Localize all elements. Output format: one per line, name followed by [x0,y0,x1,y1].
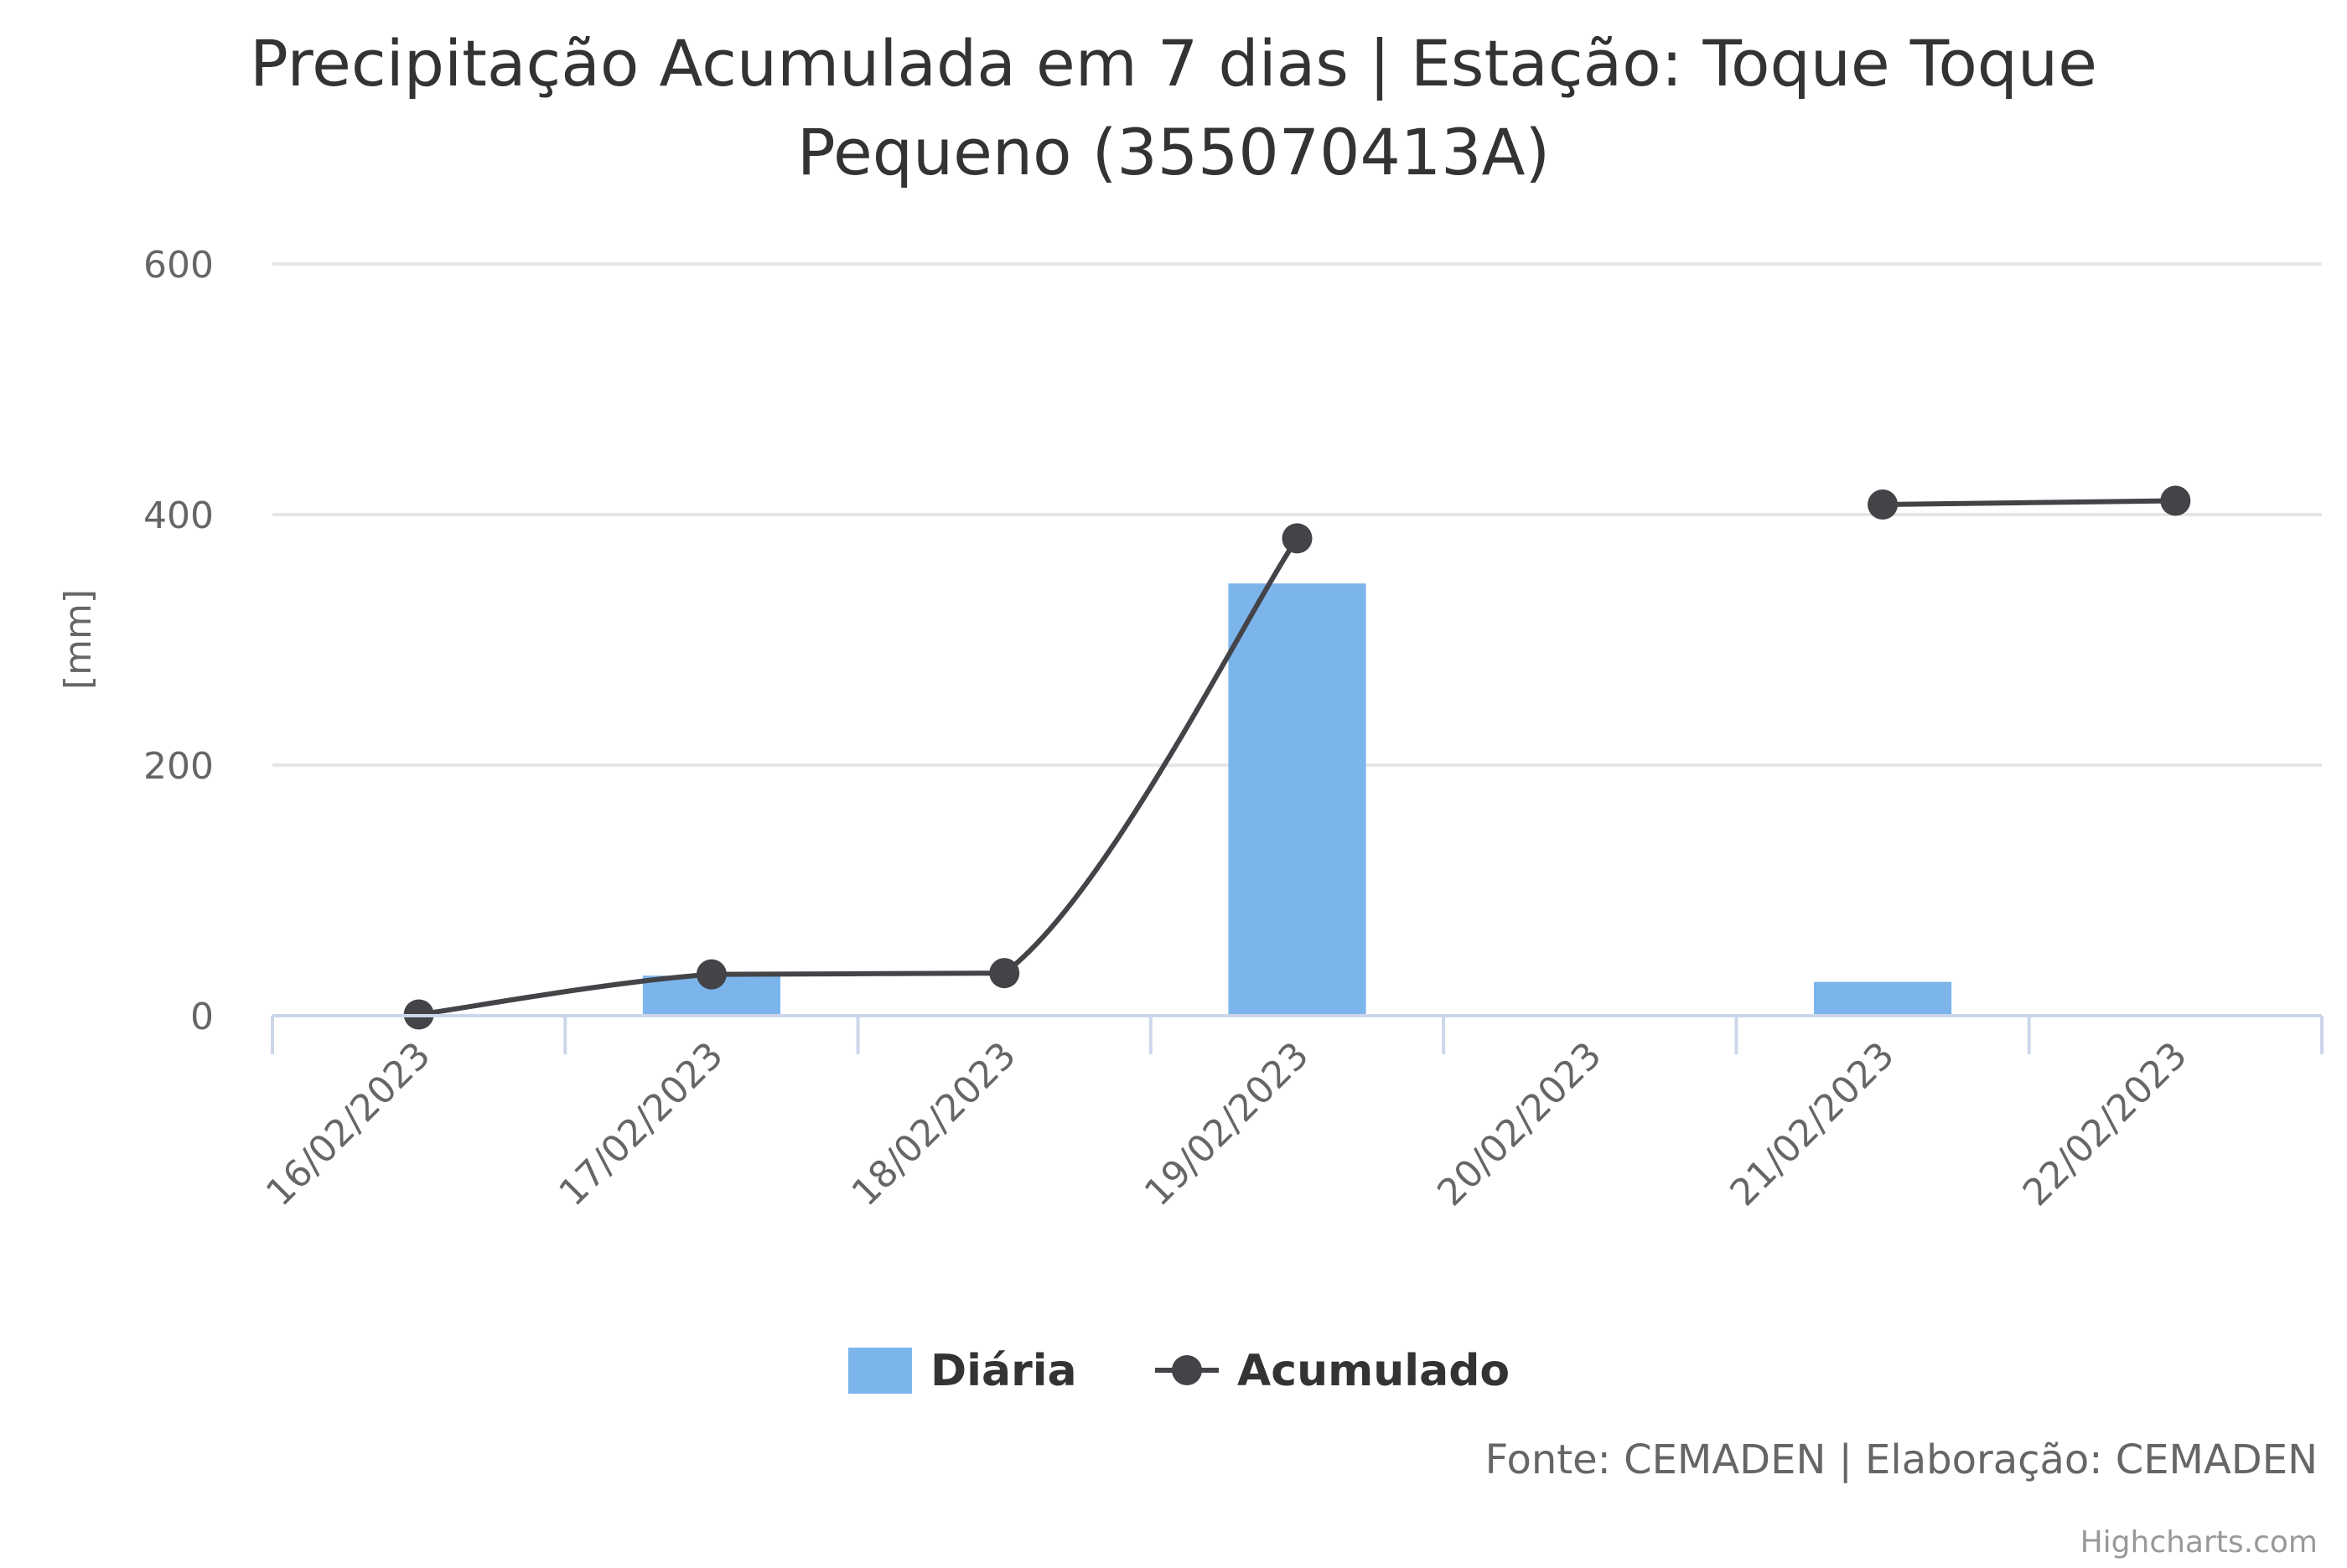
x-tick-label-16/02/2023: 16/02/2023 [258,1034,438,1214]
chart-title-line-2: Pequeno (355070413A) [797,115,1550,189]
chart-title-line-1: Precipitação Acumulada em 7 dias | Estaç… [250,26,2097,101]
y-axis-title: [mm] [57,589,100,690]
x-tick-label-17/02/2023: 17/02/2023 [551,1034,731,1214]
y-axis-ticks: 0 200 400 600 [143,244,214,1038]
line-series-acumulado [403,485,2191,1030]
y-tick-label-400: 400 [143,494,214,537]
credits-source: Fonte: CEMADEN | Elaboração: CEMADEN [1485,1436,2318,1483]
point-22/02/2023[interactable] [2160,485,2191,516]
legend[interactable]: Diária Acumulado [848,1346,1510,1396]
bar-series-diaria [642,583,1952,1016]
highcharts-credit-link[interactable]: Highcharts.com [2080,1525,2318,1560]
legend-symbol-diaria[interactable] [848,1348,912,1394]
legend-symbol-acumulado-marker[interactable] [1172,1355,1202,1385]
x-tick-label-20/02/2023: 20/02/2023 [1429,1034,1609,1214]
legend-label-diaria[interactable]: Diária [930,1346,1077,1396]
x-tick-label-19/02/2023: 19/02/2023 [1137,1034,1317,1214]
legend-label-acumulado[interactable]: Acumulado [1237,1346,1510,1396]
x-axis: 16/02/2023 17/02/2023 18/02/2023 19/02/2023… [258,1014,2324,1214]
point-21/02/2023[interactable] [1868,489,1899,520]
point-19/02/2023[interactable] [1282,523,1313,554]
bar-19/02/2023 [1228,583,1366,1016]
point-17/02/2023[interactable] [696,959,727,990]
x-tick-label-18/02/2023: 18/02/2023 [844,1034,1024,1214]
x-tick-label-22/02/2023: 22/02/2023 [2015,1034,2195,1214]
point-18/02/2023[interactable] [989,958,1020,989]
y-tick-label-0: 0 [190,996,214,1038]
acumulado-line-segment-1 [416,536,1300,1017]
x-tick-label-21/02/2023: 21/02/2023 [1722,1034,1902,1214]
y-tick-label-200: 200 [143,745,214,788]
acumulado-line-segment-2 [1880,498,2179,508]
y-tick-label-600: 600 [143,244,214,287]
bar-21/02/2023 [1813,981,1952,1016]
